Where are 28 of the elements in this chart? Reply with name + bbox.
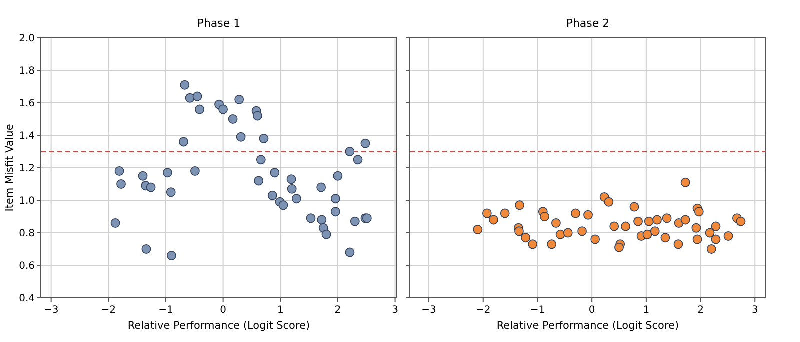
x-axis-title: Relative Performance (Logit Score): [496, 320, 680, 332]
x-axis-title: Relative Performance (Logit Score): [128, 320, 310, 332]
y-tick-label: 0.6: [19, 261, 35, 272]
chart-title: Phase 1: [197, 17, 241, 30]
y-tick-label: 1.4: [19, 131, 35, 142]
x-tick-label: 0: [220, 305, 226, 316]
y-tick-label: 0.4: [19, 294, 35, 304]
y-tick-label: 0.8: [19, 228, 35, 240]
x-tick-label: −1: [158, 305, 174, 316]
chart-title: Phase 2: [566, 17, 610, 30]
x-tick-label: −3: [44, 305, 59, 316]
x-tick-label: 3: [392, 305, 398, 316]
x-tick-label: 1: [277, 305, 284, 316]
y-tick-label: 1.8: [19, 66, 35, 77]
x-tick-label: −3: [422, 305, 436, 316]
x-tick-label: −2: [101, 305, 116, 316]
y-axis-title: Item Misfit Value: [4, 124, 16, 212]
x-tick-label: 1: [643, 305, 650, 316]
y-tick-label: 1.6: [19, 98, 35, 110]
y-tick-label: 2.0: [19, 34, 35, 44]
x-tick-label: 3: [752, 305, 758, 316]
x-tick-label: 2: [334, 305, 342, 316]
x-tick-label: −2: [476, 305, 491, 316]
y-tick-label: 1.2: [19, 164, 35, 174]
x-tick-label: 2: [698, 305, 704, 316]
x-tick-label: 0: [588, 305, 596, 316]
x-tick-label: −1: [530, 305, 546, 316]
y-tick-label: 1.0: [19, 196, 35, 207]
